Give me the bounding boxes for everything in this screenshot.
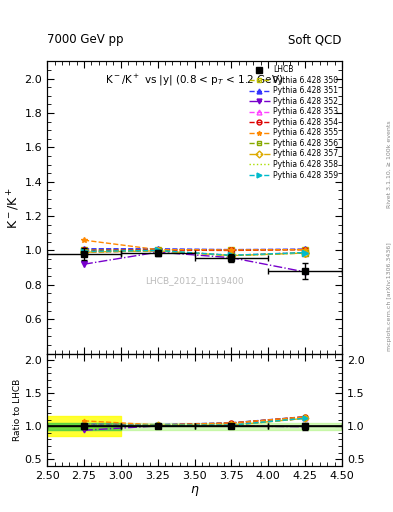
Text: Rivet 3.1.10, ≥ 100k events: Rivet 3.1.10, ≥ 100k events — [387, 120, 392, 208]
Text: mcplots.cern.ch [arXiv:1306.3436]: mcplots.cern.ch [arXiv:1306.3436] — [387, 243, 392, 351]
Text: 7000 GeV pp: 7000 GeV pp — [47, 33, 124, 46]
Text: K$^-$/K$^+$ vs |y| (0.8 < p$_{T}$ < 1.2 GeV): K$^-$/K$^+$ vs |y| (0.8 < p$_{T}$ < 1.2 … — [105, 73, 284, 88]
Legend: LHCB, Pythia 6.428 350, Pythia 6.428 351, Pythia 6.428 352, Pythia 6.428 353, Py: LHCB, Pythia 6.428 350, Pythia 6.428 351… — [247, 63, 340, 181]
Y-axis label: Ratio to LHCB: Ratio to LHCB — [13, 378, 22, 441]
Text: LHCB_2012_I1119400: LHCB_2012_I1119400 — [145, 276, 244, 285]
Y-axis label: K$^-$/K$^+$: K$^-$/K$^+$ — [6, 186, 22, 228]
X-axis label: $\eta$: $\eta$ — [190, 483, 199, 498]
Text: Soft QCD: Soft QCD — [288, 33, 342, 46]
